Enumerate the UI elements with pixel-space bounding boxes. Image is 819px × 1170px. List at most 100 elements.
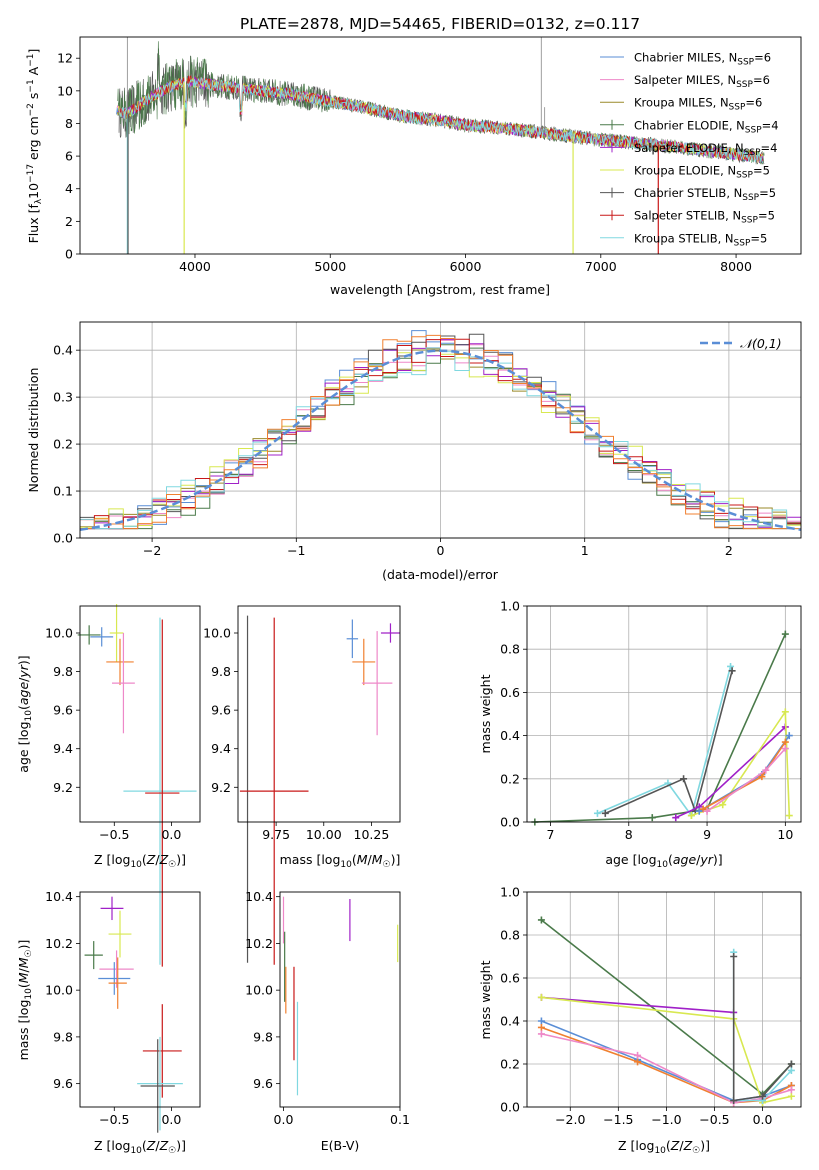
data-point-marker xyxy=(537,1023,545,1031)
data-point-marker xyxy=(695,807,703,815)
y-tick-label: 9.6 xyxy=(211,703,231,718)
y-axis-label: age [log10(age/yr)] xyxy=(16,655,34,772)
y-tick-label: 10.4 xyxy=(245,889,273,904)
y-axis-label: mass [log10(M/M☉)] xyxy=(16,940,34,1061)
legend: Chabrier MILES, NSSP=6 Salpeter MILES, NS… xyxy=(600,51,779,248)
legend-entry-label: Chabrier STELIB, NSSP=5 xyxy=(634,186,776,203)
mass-metallicity-panel: −0.5 0.0 9.6 9.8 10.0 10.2 10.4 Z [log10(Z/Z☉)]… xyxy=(16,889,201,1156)
data-point-marker xyxy=(634,1051,642,1059)
y-tick-label: 0.8 xyxy=(500,928,520,943)
data-point-marker xyxy=(785,732,793,740)
x-tick-label: −2 xyxy=(143,543,161,558)
x-tick-label: 0.1 xyxy=(390,1112,410,1127)
data-point-marker xyxy=(593,809,601,817)
plot-area xyxy=(77,604,197,967)
y-tick-label: 10.0 xyxy=(45,983,73,998)
data-point-marker xyxy=(730,1097,738,1105)
y-tick-label: 10.4 xyxy=(45,889,73,904)
mass-extinction-panel: 0.0 0.1 9.6 9.8 10.0 10.2 10.4 E(B-V) xyxy=(245,889,410,1153)
y-tick-label: 8 xyxy=(65,116,73,131)
y-axis-label: mass weight xyxy=(478,674,493,753)
plot-area xyxy=(531,630,793,826)
residual-histogram-panel: −2 −1 0 1 2 0.0 0.1 0.2 0.3 0.4 𝒩(0,1) (data-model)… xyxy=(26,321,802,582)
legend-entry-label: Kroupa ELODIE, NSSP=5 xyxy=(634,164,770,181)
x-tick-label: −0.5 xyxy=(699,1112,729,1127)
axes-frame xyxy=(279,891,401,1108)
data-point-marker xyxy=(703,807,711,815)
x-axis-label: Z [log10(Z/Z☉)] xyxy=(94,852,186,870)
y-axis-label: Flux [fλ10−17 erg cm−2 s−1 A−1] xyxy=(26,49,44,244)
plot-area xyxy=(116,37,765,254)
data-point-marker xyxy=(787,1092,795,1100)
data-point-marker xyxy=(785,812,793,820)
y-tick-label: 9.4 xyxy=(53,741,73,756)
y-tick-label: 10.2 xyxy=(245,936,273,951)
mass-weight-line xyxy=(541,996,734,1014)
y-tick-label: 9.8 xyxy=(53,664,73,679)
data-point-marker xyxy=(787,1066,795,1074)
y-tick-label: 0.4 xyxy=(500,1014,520,1029)
mass-weight-age-panel: 7 8 9 10 0.0 0.2 0.4 0.6 0.8 1.0 age [log10(age/yr… xyxy=(478,599,802,870)
y-tick-label: 9.8 xyxy=(253,1029,273,1044)
histogram-step xyxy=(80,334,801,530)
data-point-marker xyxy=(781,738,789,746)
y-tick-label: 0.2 xyxy=(500,1057,520,1072)
data-point-marker xyxy=(781,630,789,638)
y-axis-label: Normed distribution xyxy=(26,368,41,493)
normal-reference-curve xyxy=(79,349,802,532)
data-point-marker xyxy=(680,775,688,783)
mass-weight-line xyxy=(534,633,787,823)
data-point-marker xyxy=(648,814,656,822)
x-tick-label: 8000 xyxy=(720,259,752,274)
x-tick-label: 8 xyxy=(625,827,633,842)
x-tick-label: 5000 xyxy=(314,259,346,274)
mass-weight-line xyxy=(702,741,786,810)
data-point-marker xyxy=(758,773,766,781)
data-point-marker xyxy=(787,1086,795,1094)
y-tick-label: 0.0 xyxy=(500,1100,520,1115)
x-tick-label: 0.0 xyxy=(753,1112,773,1127)
data-point-marker xyxy=(787,1060,795,1068)
y-tick-label: 9.8 xyxy=(53,1029,73,1044)
x-tick-label: 10.00 xyxy=(306,827,342,842)
x-axis-label: mass [log10(M/M☉)] xyxy=(280,852,401,870)
x-tick-label: 2 xyxy=(725,543,733,558)
data-point-marker xyxy=(634,1058,642,1066)
spectrum-panel: 4000 5000 6000 7000 8000 0 2 4 6 8 10 12 wavelength … xyxy=(26,36,802,297)
legend-entry-label: Salpeter MILES, NSSP=6 xyxy=(634,73,770,90)
legend-entry-label: Chabrier ELODIE, NSSP=4 xyxy=(634,118,779,135)
y-tick-label: 0.4 xyxy=(500,728,520,743)
mass-weight-line xyxy=(604,670,733,815)
x-tick-label: 4000 xyxy=(179,259,211,274)
data-point-marker xyxy=(537,1030,545,1038)
data-point-marker xyxy=(719,801,727,809)
axes-frame xyxy=(526,605,802,823)
data-point-marker xyxy=(781,708,789,716)
axes-frame xyxy=(79,36,802,255)
mass-weight-metallicity-panel: −2.0 −1.5 −1.0 −0.5 0.0 0.0 0.2 0.4 0.6 0.8 1.0 Z [… xyxy=(478,885,802,1156)
y-tick-label: 10 xyxy=(57,83,73,98)
y-tick-label: 4 xyxy=(65,181,73,196)
panels: 4000 5000 6000 7000 8000024681012wavelength … xyxy=(16,36,802,1156)
x-tick-label: −2.0 xyxy=(555,1112,585,1127)
x-tick-label: 6000 xyxy=(450,259,482,274)
mass-weight-line xyxy=(732,956,792,1102)
age-metallicity-panel: −0.5 0.0 9.2 9.4 9.6 9.8 10.0 Z [log10(Z/Z☉)] ag… xyxy=(16,604,201,967)
legend-entry-label: 𝒩(0,1) xyxy=(740,336,782,351)
x-tick-label: −0.5 xyxy=(99,827,129,842)
x-axis-label: Z [log10(Z/Z☉)] xyxy=(618,1138,710,1156)
legend-entry-label: Kroupa MILES, NSSP=6 xyxy=(634,96,762,113)
y-tick-label: 9.6 xyxy=(253,1076,273,1091)
y-tick-label: 0.4 xyxy=(53,343,73,358)
data-point-marker xyxy=(781,745,789,753)
y-tick-label: 9.2 xyxy=(211,780,231,795)
age-mass-panel: 9.75 10.00 10.25 9.2 9.4 9.6 9.8 10.0 mass [log1… xyxy=(203,605,401,965)
data-point-marker xyxy=(601,809,609,817)
y-tick-label: 0.1 xyxy=(53,484,73,499)
data-point-marker xyxy=(730,953,738,960)
data-point-marker xyxy=(537,993,545,1001)
x-tick-label: 0.0 xyxy=(161,827,181,842)
y-tick-label: 0.0 xyxy=(53,531,73,546)
data-point-marker xyxy=(537,916,545,924)
y-tick-label: 9.6 xyxy=(53,703,73,718)
